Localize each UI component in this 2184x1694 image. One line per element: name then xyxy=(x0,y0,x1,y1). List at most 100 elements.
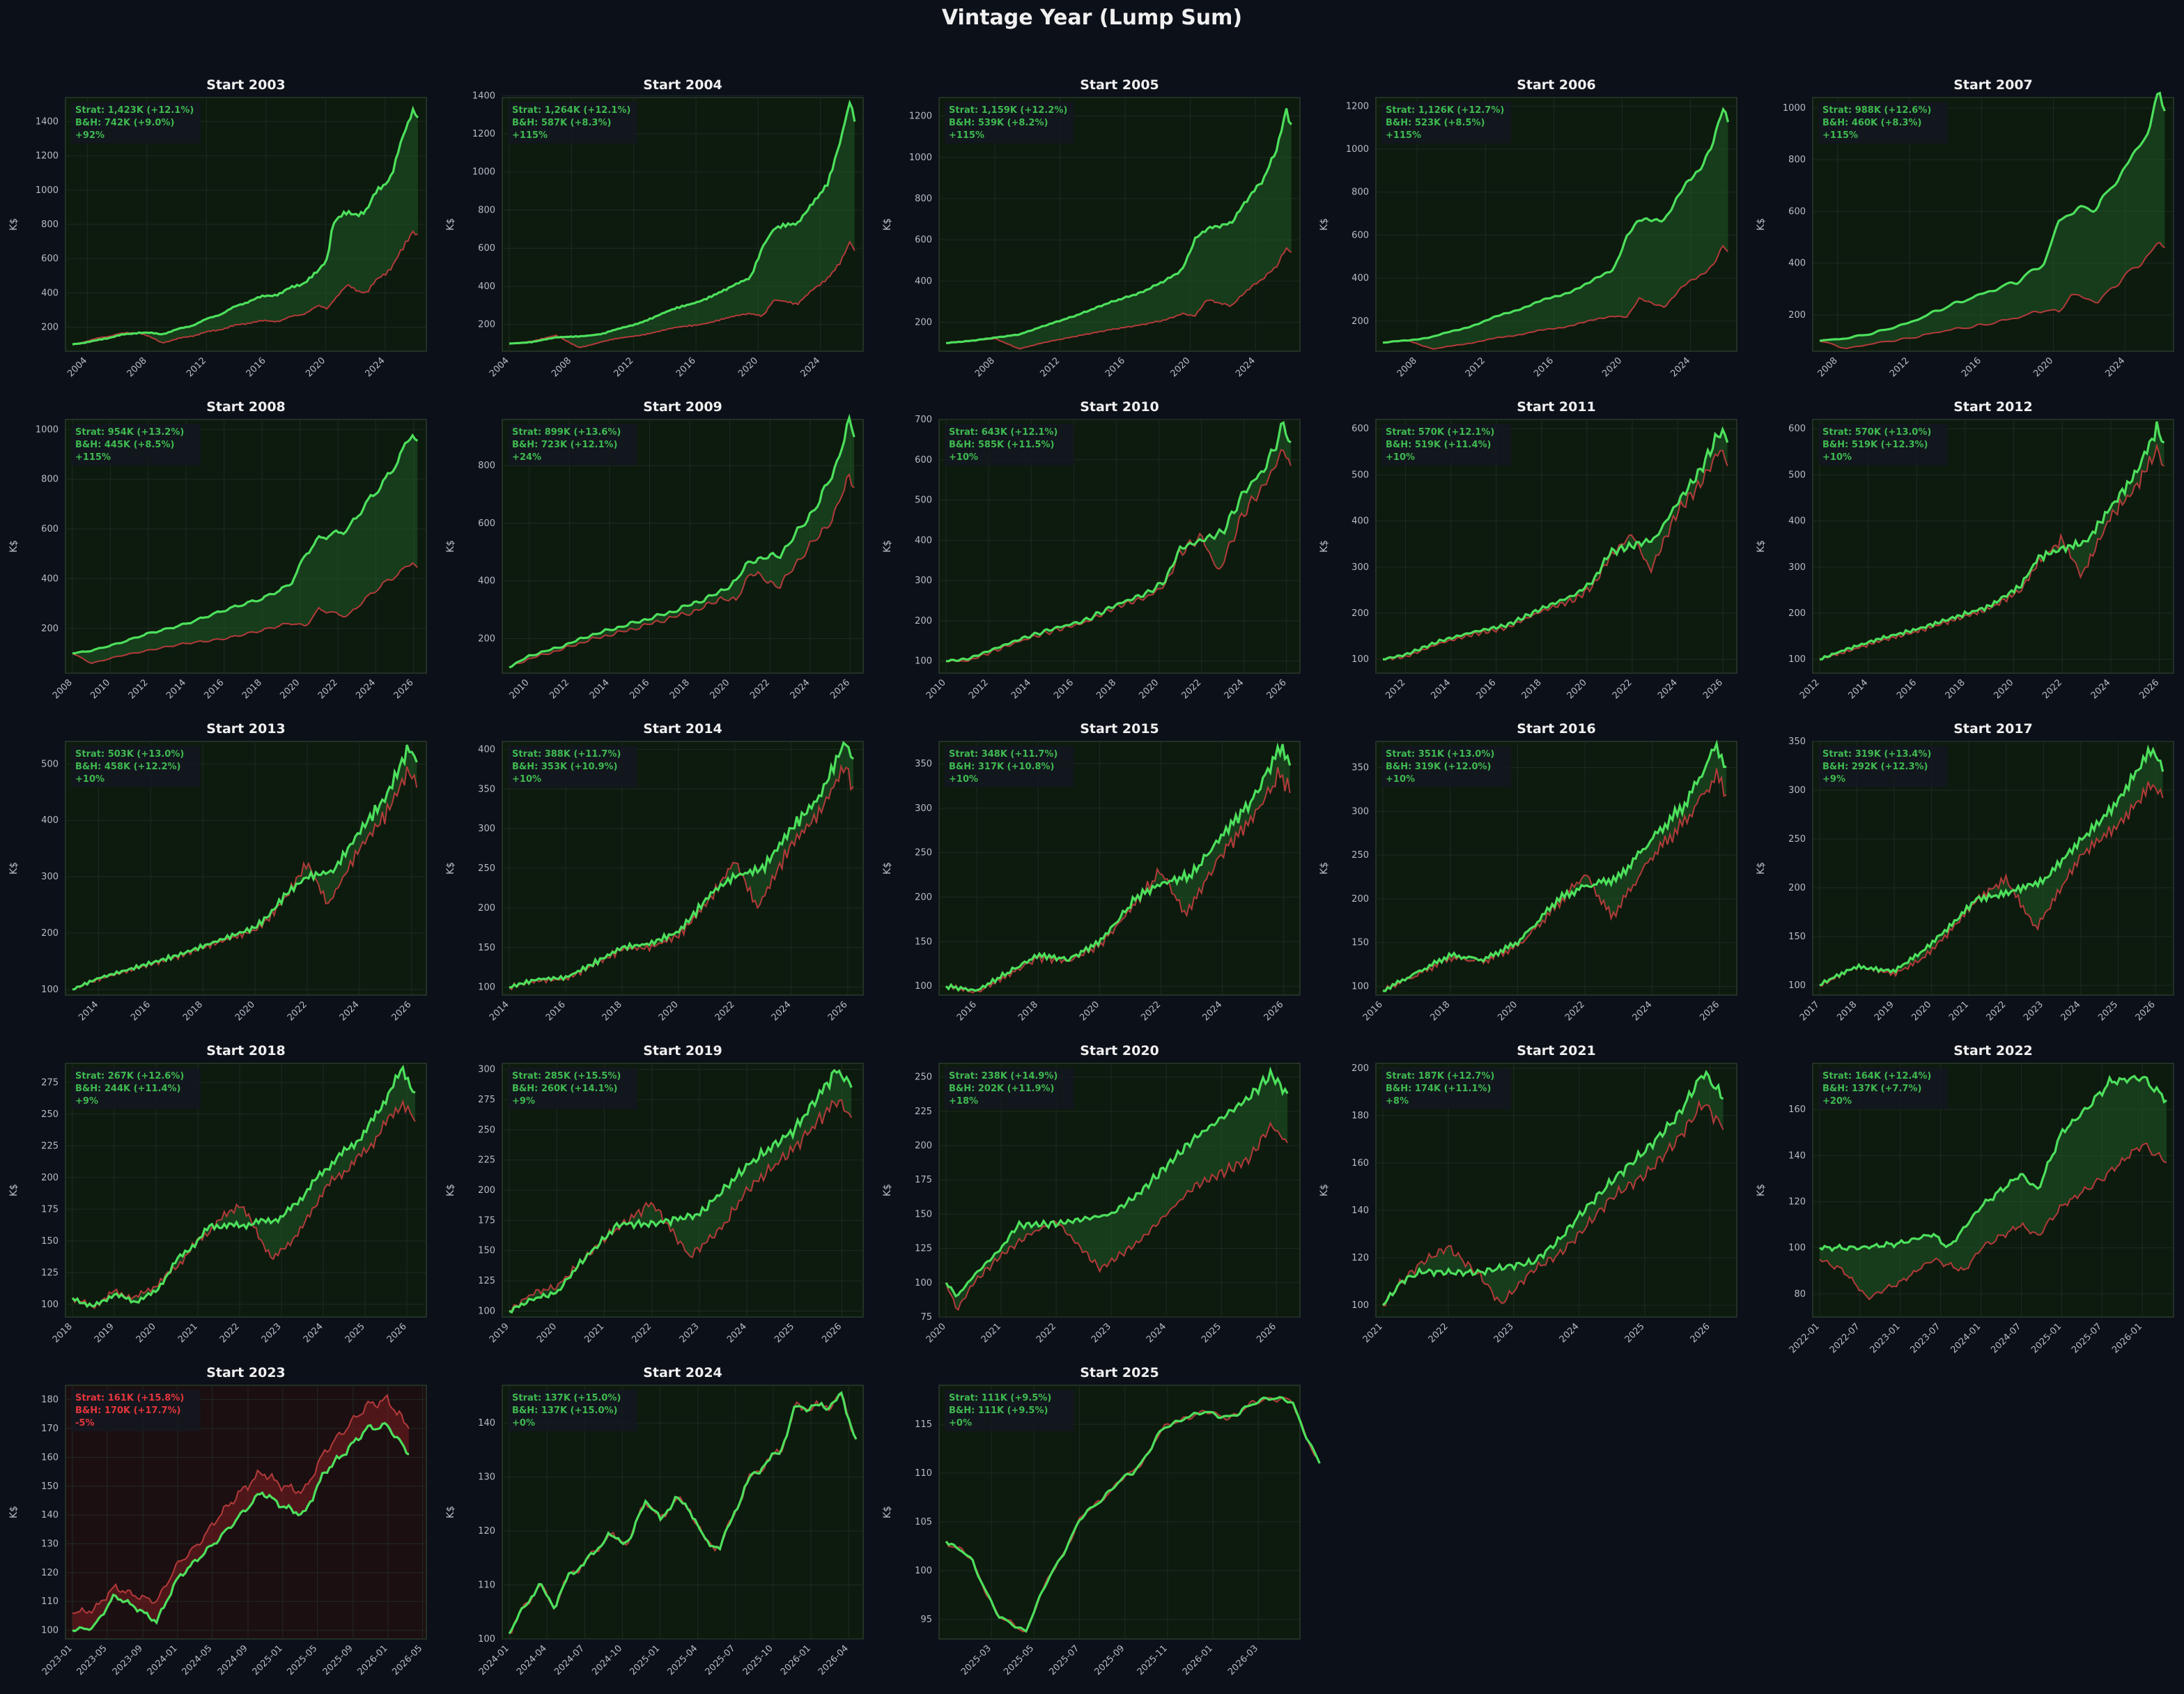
x-tick-label: 2025-09 xyxy=(1092,1643,1126,1677)
x-tick-label: 2024-05 xyxy=(180,1643,215,1677)
stats-box xyxy=(945,424,1074,465)
y-tick-label: 800 xyxy=(41,475,59,485)
x-tick-label: 2022 xyxy=(713,999,737,1023)
y-tick-label: 1000 xyxy=(909,153,932,163)
stats-line: Strat: 1,264K (+12.1%) xyxy=(512,105,630,116)
x-tick-label: 2021 xyxy=(979,1321,1003,1345)
y-tick-label: 300 xyxy=(1788,562,1806,573)
x-tick-label: 2020 xyxy=(233,999,257,1023)
y-tick-label: 700 xyxy=(915,415,932,425)
stats-line: Strat: 1,159K (+12.2%) xyxy=(949,105,1067,116)
x-tick-label: 2024 xyxy=(1145,1321,1168,1345)
y-tick-label: 200 xyxy=(478,633,495,644)
chart-title: Start 2006 xyxy=(1517,77,1596,93)
x-tick-label: 2024-01 xyxy=(477,1643,511,1677)
y-tick-label: 300 xyxy=(1352,562,1369,573)
x-tick-label: 2014 xyxy=(1009,677,1033,701)
x-tick-label: 2020 xyxy=(1137,677,1161,701)
buyhold-line xyxy=(945,247,1292,350)
y-tick-label: 110 xyxy=(915,1468,932,1479)
x-tick-label: 2010 xyxy=(924,677,948,701)
x-tick-label: 2024 xyxy=(1223,677,1246,701)
x-tick-label: 2022 xyxy=(1985,999,2008,1023)
stats-line: Strat: 161K (+15.8%) xyxy=(75,1393,184,1403)
difference-fill xyxy=(946,108,1292,349)
chart-title: Start 2011 xyxy=(1517,399,1596,415)
chart-panel: Start 2017 K$ 100 150 200 250 300 350 2017 2018 20… xyxy=(1756,721,2174,1023)
difference-fill xyxy=(72,435,418,663)
stats-line: B&H: 111K (+9.5%) xyxy=(949,1406,1048,1416)
stats-line: +20% xyxy=(1822,1096,1852,1107)
y-axis-label: K$ xyxy=(1756,540,1767,553)
difference-fill xyxy=(1383,429,1728,661)
x-tick-label: 2026-05 xyxy=(390,1643,424,1677)
stats-line: +10% xyxy=(512,774,541,785)
x-tick-label: 2026 xyxy=(392,677,416,701)
strategy-line xyxy=(1383,426,1729,661)
strategy-line xyxy=(945,1066,1289,1298)
x-tick-label: 2026 xyxy=(1689,1321,1712,1345)
x-tick-label: 2018 xyxy=(240,677,264,701)
x-tick-label: 2016 xyxy=(1475,677,1498,701)
x-tick-label: 2021 xyxy=(1361,1321,1385,1345)
y-tick-label: 400 xyxy=(41,288,59,298)
x-tick-label: 2020 xyxy=(657,999,681,1023)
chart-panel: Start 2025 K$ 95 100 105 110 115 2025-03 2025-05… xyxy=(882,1365,1321,1677)
y-tick-label: 275 xyxy=(41,1077,59,1088)
y-tick-label: 300 xyxy=(1788,785,1806,796)
strategy-line xyxy=(1820,421,2165,661)
buyhold-line xyxy=(945,767,1291,994)
x-tick-label: 2026 xyxy=(385,1321,409,1345)
x-tick-label: 2024-01 xyxy=(1949,1321,1983,1355)
stats-box xyxy=(1818,424,1948,465)
x-tick-label: 2019 xyxy=(488,1321,511,1345)
stats-box xyxy=(945,746,1074,787)
buyhold-line xyxy=(509,240,855,348)
y-axis-label: K$ xyxy=(1756,218,1767,231)
y-tick-label: 250 xyxy=(915,1072,932,1083)
chart-panel: Start 2005 K$ 200 400 600 800 1000 1200 2008 2012… xyxy=(882,77,1301,379)
stats-line: Strat: 388K (+11.7%) xyxy=(512,749,621,760)
chart-panel: Start 2015 K$ 100 150 200 250 300 350 2016 2018 20… xyxy=(882,721,1301,1023)
chart-panel: Start 2007 K$ 200 400 600 800 1000 2008 2012 2016… xyxy=(1756,77,2174,379)
x-tick-label: 2016 xyxy=(1532,355,1556,379)
y-tick-label: 150 xyxy=(1788,932,1806,942)
x-tick-label: 2008 xyxy=(1395,355,1419,379)
y-tick-label: 1200 xyxy=(909,111,932,122)
y-tick-label: 500 xyxy=(41,759,59,769)
chart-title: Start 2018 xyxy=(206,1043,286,1058)
stats-line: B&H: 742K (+9.0%) xyxy=(75,118,174,128)
chart-title: Start 2023 xyxy=(206,1365,286,1380)
y-tick-label: 200 xyxy=(1352,316,1369,327)
strategy-line xyxy=(1819,91,2166,342)
x-tick-label: 2020 xyxy=(1565,677,1589,701)
y-tick-label: 130 xyxy=(478,1472,495,1483)
x-tick-label: 2022 xyxy=(316,677,340,701)
chart-title: Start 2025 xyxy=(1080,1365,1159,1380)
strategy-line xyxy=(1381,1070,1724,1307)
stats-line: B&H: 137K (+7.7%) xyxy=(1822,1084,1921,1094)
stats-line: B&H: 723K (+12.1%) xyxy=(512,440,617,450)
difference-fill xyxy=(1820,93,2165,349)
difference-fill xyxy=(72,1395,409,1631)
y-tick-label: 400 xyxy=(478,282,495,292)
stats-line: +115% xyxy=(1822,130,1858,141)
strategy-line xyxy=(509,740,855,989)
x-tick-label: 2024 xyxy=(1656,677,1680,701)
y-tick-label: 300 xyxy=(1352,806,1369,817)
x-tick-label: 2026-01 xyxy=(1181,1643,1215,1677)
stats-box xyxy=(945,1068,1074,1109)
y-tick-label: 100 xyxy=(915,981,932,992)
stats-box xyxy=(508,424,637,465)
figure-title: Vintage Year (Lump Sum) xyxy=(941,6,1243,30)
x-tick-label: 2022 xyxy=(630,1321,653,1345)
stats-line: B&H: 460K (+8.3%) xyxy=(1822,118,1921,128)
y-tick-label: 100 xyxy=(41,1626,59,1636)
x-tick-label: 2024-10 xyxy=(590,1643,624,1677)
x-tick-label: 2010 xyxy=(508,677,532,701)
chart-panel: Start 2023 K$ 100 110 120 130 140 150 160 170 180 2… xyxy=(8,1365,427,1677)
difference-fill xyxy=(946,1070,1288,1310)
chart-panel: Start 2006 K$ 200 400 600 800 1000 1200 2008 2012… xyxy=(1319,77,1737,379)
y-tick-label: 600 xyxy=(41,524,59,534)
x-tick-label: 2022 xyxy=(1035,1321,1058,1345)
